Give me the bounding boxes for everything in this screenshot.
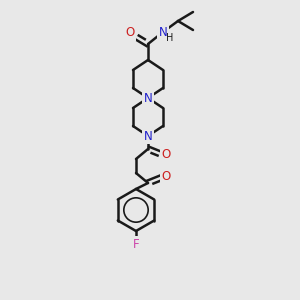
Text: H: H [166, 33, 174, 43]
Text: N: N [144, 92, 152, 104]
Text: O: O [161, 170, 171, 184]
Text: N: N [144, 130, 152, 142]
Text: O: O [125, 26, 135, 40]
Text: F: F [133, 238, 139, 250]
Text: N: N [159, 26, 167, 38]
Text: O: O [161, 148, 171, 161]
